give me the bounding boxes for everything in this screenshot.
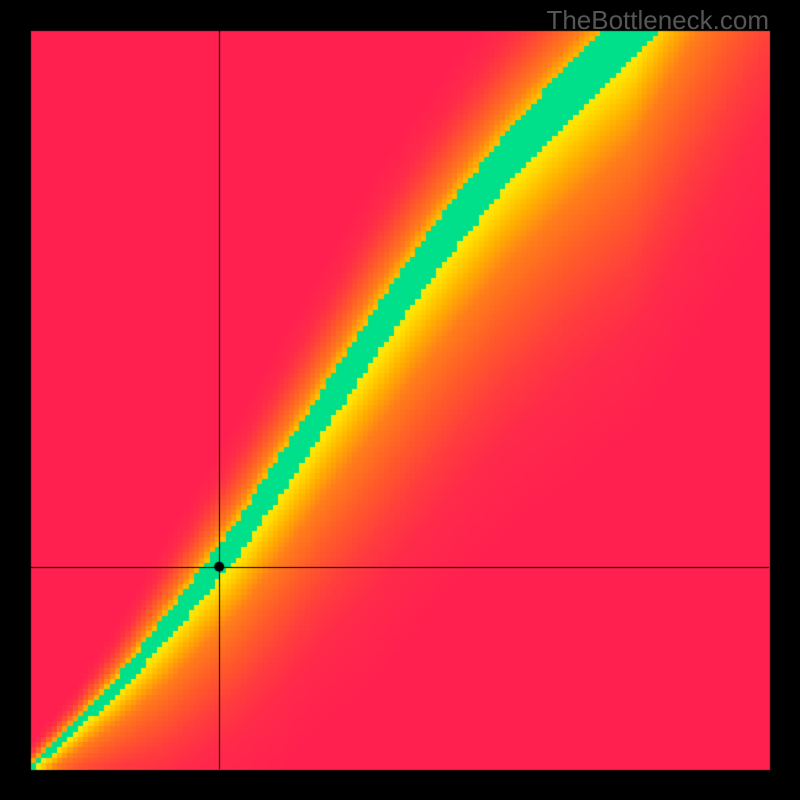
bottleneck-heatmap [0, 0, 800, 800]
chart-root: TheBottleneck.com [0, 0, 800, 800]
watermark-text: TheBottleneck.com [546, 5, 769, 36]
